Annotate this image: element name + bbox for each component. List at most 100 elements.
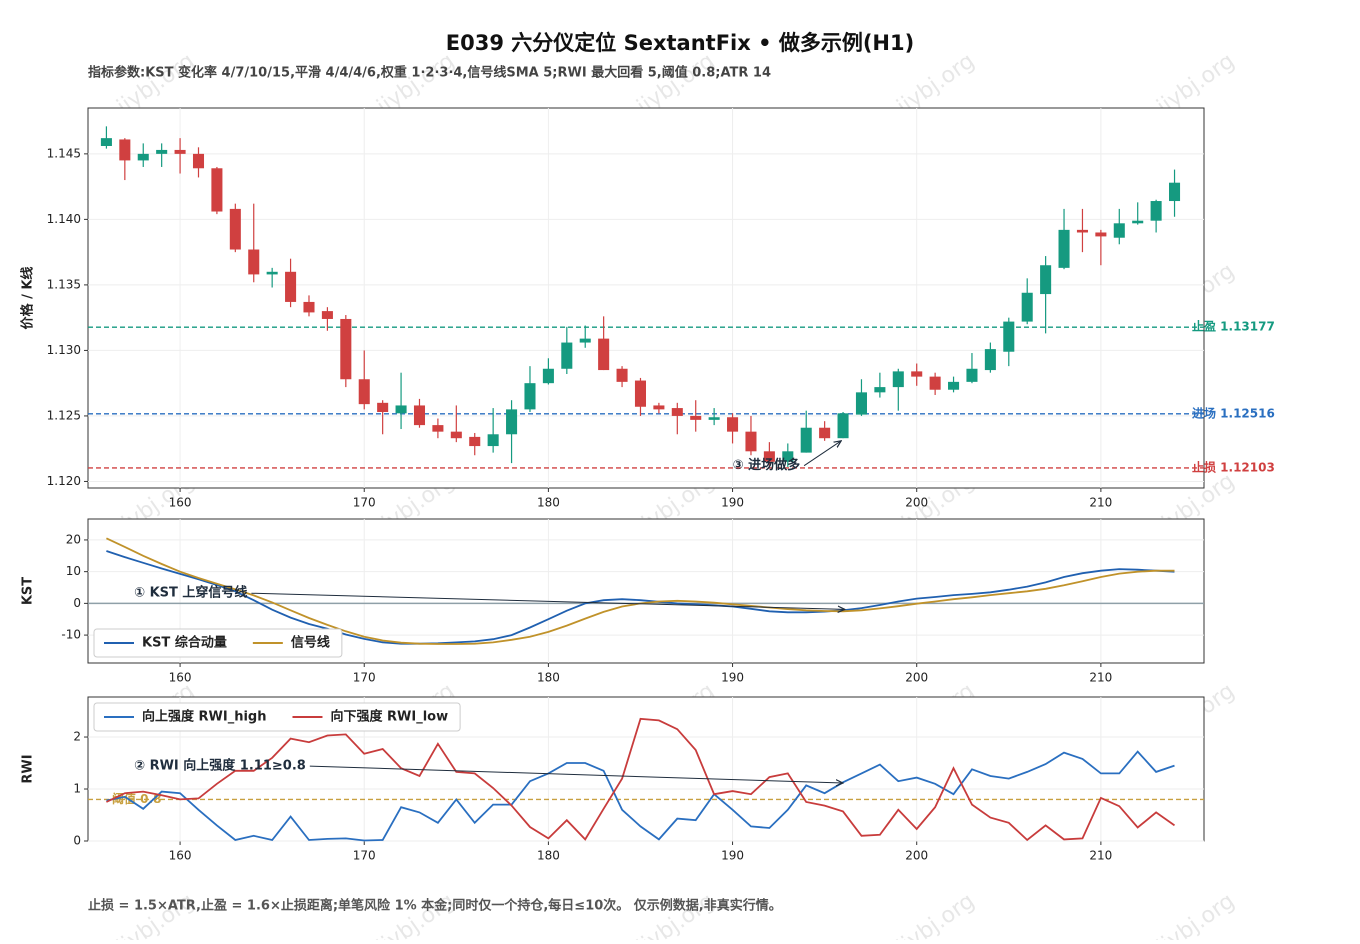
candle-body: [340, 318, 352, 380]
y-tick-label: 1.135: [47, 277, 81, 291]
candle-body: [248, 249, 260, 275]
candle-body: [929, 376, 941, 390]
candle-body: [745, 431, 757, 452]
watermark: jiybj.org: [1152, 889, 1240, 940]
candle-body: [395, 405, 407, 414]
legend: 向上强度 RWI_high 向下强度 RWI_low: [93, 702, 461, 732]
candle-body: [1169, 182, 1181, 202]
title: E039 六分仪定位 SextantFix • 做多示例(H1): [446, 31, 914, 55]
legend-label: 信号线: [291, 635, 330, 651]
candle-body: [506, 409, 518, 435]
candle-body: [1058, 229, 1070, 268]
legend-box: [93, 702, 461, 732]
x-tick-label: 200: [905, 496, 928, 510]
x-tick-label: 160: [169, 849, 192, 863]
candle-body: [1095, 232, 1107, 237]
candle-body: [542, 368, 554, 384]
x-tick-label: 200: [905, 671, 928, 685]
legend: KST 综合动量 信号线: [93, 628, 343, 658]
x-tick-label: 200: [905, 849, 928, 863]
y-tick-label: 1.145: [47, 146, 81, 160]
watermark: jiybj.org: [632, 889, 720, 940]
candle-body: [837, 413, 849, 439]
candle-body: [229, 208, 241, 250]
y-tick-label: 2: [73, 730, 81, 744]
annotation: ③ 进场做多: [733, 457, 801, 473]
candle-body: [266, 271, 278, 275]
x-tick-label: 190: [721, 849, 744, 863]
reference-label: 止损 1.12103: [1192, 459, 1275, 474]
footer: 止损 = 1.5×ATR,止盈 = 1.6×止损距离;单笔风险 1% 本金;同时…: [88, 898, 782, 914]
candle-body: [1150, 201, 1162, 221]
candle-body: [469, 436, 481, 447]
candle-body: [1003, 321, 1015, 352]
candle-body: [855, 392, 867, 415]
legend-label: 向上强度 RWI_high: [142, 709, 266, 725]
candle-body: [671, 408, 683, 416]
legend-label: KST 综合动量: [142, 635, 227, 651]
candle-body: [211, 168, 223, 212]
candle-body: [285, 271, 297, 302]
series-line: [106, 550, 1175, 645]
candle-body: [561, 342, 573, 369]
candle-body: [377, 402, 389, 412]
x-tick-label: 170: [353, 671, 376, 685]
watermark: jiybj.org: [892, 889, 980, 940]
y-tick-label: 1.125: [47, 408, 81, 422]
x-tick-label: 210: [1089, 849, 1112, 863]
x-tick-label: 180: [537, 849, 560, 863]
y-tick-label: 0: [73, 596, 81, 610]
y-tick-label: 1.130: [47, 343, 81, 357]
candle-body: [413, 405, 426, 426]
candle-body: [1076, 229, 1088, 233]
candle-body: [450, 431, 462, 439]
x-tick-label: 190: [721, 496, 744, 510]
y-axis-label: RWI: [21, 754, 36, 783]
annotation: ② RWI 向上强度 1.11≥0.8: [134, 758, 306, 774]
candle-body: [763, 451, 775, 462]
candle-body: [137, 153, 149, 161]
annotation-arrow: [251, 592, 844, 609]
candle-body: [192, 153, 205, 169]
y-tick-label: 20: [66, 532, 81, 546]
subtitle: 指标参数:KST 变化率 4/7/10/15,平滑 4/4/4/6,权重 1·2…: [88, 65, 771, 81]
candle-body: [984, 349, 996, 371]
watermark: jiybj.org: [112, 889, 200, 940]
y-tick-label: 1: [73, 782, 81, 796]
candle-body: [782, 451, 794, 462]
x-tick-label: 170: [353, 496, 376, 510]
candle-body: [948, 381, 960, 390]
y-axis-label: 价格 / K线: [20, 267, 36, 330]
legend-box: [93, 628, 343, 658]
candle-body: [800, 427, 812, 453]
candle-body: [966, 368, 978, 382]
candle-body: [174, 149, 186, 154]
x-tick-label: 170: [353, 849, 376, 863]
candle-body: [634, 380, 646, 407]
candle-body: [911, 371, 923, 377]
candle-body: [1132, 220, 1144, 224]
candle-body: [358, 379, 370, 405]
y-axis-label: KST: [21, 577, 36, 605]
candle-body: [1021, 292, 1033, 322]
reference-label: 进场 1.12516: [1192, 405, 1275, 420]
annotation-arrow: [803, 441, 841, 467]
x-tick-label: 210: [1089, 671, 1112, 685]
candle-body: [892, 371, 904, 388]
legend-label: 向下强度 RWI_low: [330, 709, 448, 725]
x-tick-label: 210: [1089, 496, 1112, 510]
y-tick-label: -10: [61, 628, 81, 642]
candle-body: [119, 139, 131, 161]
candle-body: [708, 417, 720, 420]
x-tick-label: 180: [537, 671, 560, 685]
reference-label: 止盈 1.13177: [1192, 319, 1275, 334]
candle-body: [690, 415, 702, 420]
candle-body: [156, 149, 168, 154]
candle-body: [1113, 223, 1125, 238]
candle-body: [1040, 265, 1052, 295]
panel: 160 170 180 190 200 210 1.120 1.125 1.130 1.135 1.…: [20, 107, 1275, 510]
y-tick-label: 10: [66, 564, 81, 578]
annotation-arrow: [309, 765, 843, 783]
candle-body: [524, 383, 536, 410]
